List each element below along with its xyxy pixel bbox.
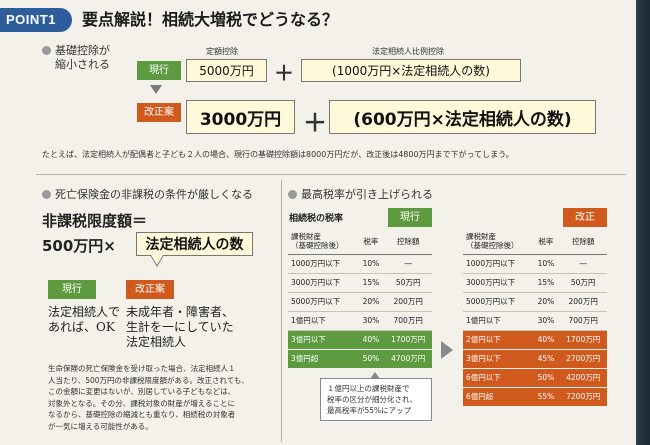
background-edge (636, 0, 650, 445)
basic-deduction-heading-line2: 縮小される (55, 58, 110, 71)
table-row: 1000万円以下 10% ― (463, 254, 607, 274)
example-note: たとえば、法定相続人が配偶者と子ども２人の場合、現行の基礎控除額は8000万円だ… (42, 150, 514, 159)
table-row-highlight: 3億円以下 40% 1700万円 (288, 330, 432, 350)
table-row: 1億円以下 30% 700万円 (288, 311, 432, 331)
formula-heirs-box: 法定相続人の数 (136, 232, 253, 256)
current-tax-table: 課税財産 （基礎控除後） 税率 控除額 1000万円以下 10% ― 3000万円以下… (288, 229, 432, 369)
current-table-label: 現行 (388, 208, 432, 227)
reform-condition-line3: 法定相続人 (126, 335, 187, 349)
formula-amount: 500万円× (42, 237, 116, 255)
reform-proportional-deduction-box: (600万円×法定相続人の数) (329, 100, 596, 134)
callout-tail-fill (151, 255, 163, 265)
life-insurance-heading-text: 死亡保険金の非課税の条件が厳しくなる (55, 188, 253, 201)
table-row-highlight: 3億円以下 45% 2700万円 (463, 349, 607, 369)
col-rate-header: 税率 (357, 229, 385, 255)
reform-label: 改正案 (137, 103, 181, 122)
col-deduction-header: 控除額 (384, 229, 432, 255)
col-deduction-header: 控除額 (559, 229, 607, 255)
reform-tax-table: 課税財産 （基礎控除後） 税率 控除額 1000万円以下 10% ― 3000万円以下… (463, 229, 607, 407)
bullet-dot-icon (42, 190, 51, 199)
current-proportional-deduction-box: (1000万円×法定相続人の数) (301, 59, 521, 82)
article-page: POINT1 要点解説！相続大増税でどうなる？ 基礎控除が 縮小される 定額控除… (0, 0, 636, 445)
callout-line1: １億円以上の課税財産で (327, 384, 410, 393)
callout-pointer-icon (370, 372, 380, 379)
table-row-highlight: 2億円以下 40% 1700万円 (463, 330, 607, 350)
col-property-header: 課税財産 （基礎控除後） (463, 229, 533, 255)
reform-fixed-deduction-box: 3000万円 (186, 100, 295, 134)
current-condition-text: 法定相続人で あれば、OK (48, 305, 120, 335)
table-row: 3000万円以下 15% 50万円 (288, 273, 432, 293)
formula-line1: 非課税限度額＝ (42, 212, 148, 230)
callout-line2: 税率の区分が細分化され、 (327, 395, 418, 404)
note-line: が一気に増える可能性がある。 (48, 421, 153, 431)
table-row: 1億円以下 30% 700万円 (463, 311, 607, 331)
table-row: 5000万円以下 20% 200万円 (288, 292, 432, 312)
table-row-highlight: 6億円超 55% 7200万円 (463, 387, 607, 407)
reform-table-label: 改正 (563, 208, 607, 227)
note-line: なるから、基礎控除の縮減とも重なり、相続税の対象者 (48, 410, 236, 419)
col-rate-header: 税率 (532, 229, 560, 255)
life-insurance-note: 生命保険の死亡保険金を受け取った場合、法定相続人１ 人当たり、500万円の非課税… (48, 363, 249, 432)
basic-deduction-heading-line1: 基礎控除が (55, 44, 110, 57)
note-line: この金額に変更はないが、別居している子どもなどは、 (48, 387, 236, 396)
top-rate-heading: 最高税率が引き上げられる (288, 186, 433, 202)
bullet-dot-icon (288, 190, 297, 199)
column-divider (281, 180, 282, 442)
caption-proportional-deduction: 法定相続人比例控除 (372, 47, 444, 56)
note-line: 人当たり、500万円の非課税限度額がある。改正されても、 (48, 375, 249, 385)
reform-condition-text: 未成年者・障害者、 生計を一にしていた 法定相続人 (126, 305, 234, 350)
arrow-right-icon (441, 341, 453, 359)
reform-condition-line2: 生計を一にしていた (126, 320, 234, 334)
section-divider (36, 174, 626, 175)
table-row: 1000万円以下 10% ― (288, 254, 432, 274)
life-current-label: 現行 (48, 280, 96, 299)
note-line: 対象外となる。その分、課税対象の財産が増えることに (48, 398, 236, 408)
table-row-highlight: 6億円以下 50% 4200万円 (463, 368, 607, 388)
table-header-row: 課税財産 （基礎控除後） 税率 控除額 (288, 229, 432, 255)
arrow-down-icon (150, 85, 162, 94)
reform-condition-line1: 未成年者・障害者、 (126, 305, 235, 319)
table-row-highlight: 3億円超 50% 4700万円 (288, 349, 432, 369)
current-condition-line2: あれば、OK (48, 320, 115, 334)
top-rate-heading-text: 最高税率が引き上げられる (301, 188, 433, 201)
plus-sign-large: ＋ (303, 109, 327, 137)
life-insurance-heading: 死亡保険金の非課税の条件が厳しくなる (42, 186, 253, 202)
col-property-header: 課税財産 （基礎控除後） (288, 229, 358, 255)
tax-table-title: 相続税の税率 (289, 214, 344, 224)
page-title: 要点解説！相続大増税でどうなる？ (82, 10, 339, 29)
point-badge: POINT1 (0, 8, 72, 32)
current-condition-line1: 法定相続人で (48, 305, 121, 319)
caption-fixed-deduction: 定額控除 (206, 47, 238, 56)
plus-sign: ＋ (274, 61, 294, 85)
life-reform-label: 改正案 (126, 280, 174, 299)
current-label: 現行 (137, 61, 181, 80)
basic-deduction-heading: 基礎控除が 縮小される (42, 44, 110, 72)
table-row: 3000万円以下 15% 50万円 (463, 273, 607, 293)
rate-change-callout: １億円以上の課税財産で 税率の区分が細分化され、 最高税率が55%にアップ (320, 378, 432, 421)
bullet-dot-icon (42, 46, 51, 55)
callout-line3: 最高税率が55%にアップ (327, 406, 412, 415)
table-row: 5000万円以下 20% 200万円 (463, 292, 607, 312)
current-fixed-deduction-box: 5000万円 (186, 59, 267, 82)
table-header-row: 課税財産 （基礎控除後） 税率 控除額 (463, 229, 607, 255)
note-line: 生命保険の死亡保険金を受け取った場合、法定相続人１ (48, 364, 236, 373)
